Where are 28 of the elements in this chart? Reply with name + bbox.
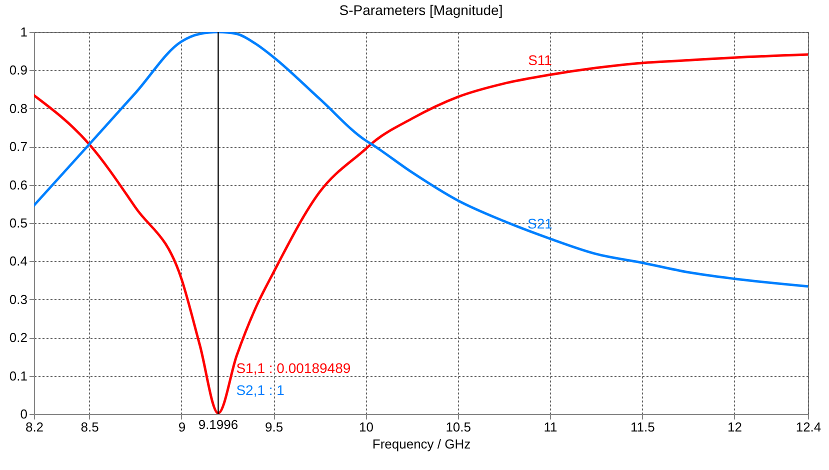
series-label: S11 <box>528 52 552 68</box>
y-tick-label: 0.1 <box>9 368 28 384</box>
y-tick-label: 0.5 <box>9 216 28 230</box>
annotation: S1,1 : 0.00189489 <box>236 360 351 376</box>
y-tick-label: 0 <box>20 406 28 422</box>
series-label: S21 <box>528 216 553 232</box>
x-tick-label: 10.5 <box>446 420 472 434</box>
ref-line-label: 9.1996 <box>198 417 238 432</box>
y-tick-label: 0.4 <box>9 254 28 269</box>
annotation: S2,1 : 1 <box>236 382 285 398</box>
x-tick-label: 8.5 <box>80 420 99 434</box>
y-tick-label: 0.6 <box>9 177 28 192</box>
x-tick-label: 10 <box>358 420 374 434</box>
y-tick-label: 0.9 <box>9 62 28 78</box>
x-tick-label: 11 <box>544 420 558 434</box>
x-tick-label: 12 <box>728 420 742 434</box>
x-tick-label: 11.5 <box>630 420 655 434</box>
x-tick-label: 9.5 <box>265 420 284 434</box>
y-tick-label: 0.7 <box>9 139 28 154</box>
y-tick-label: 1 <box>20 24 28 40</box>
x-tick-label: 12.4 <box>796 420 822 434</box>
x-tick-label: 8.2 <box>25 420 44 434</box>
y-tick-label: 0.3 <box>9 292 28 307</box>
y-tick-label: 0.2 <box>9 330 28 346</box>
x-axis-title: Frequency / GHz <box>372 436 471 452</box>
x-tick-label: 9 <box>178 420 186 434</box>
chart-title: S-Parameters [Magnitude] <box>339 2 503 18</box>
y-tick-label: 0.8 <box>9 100 28 116</box>
